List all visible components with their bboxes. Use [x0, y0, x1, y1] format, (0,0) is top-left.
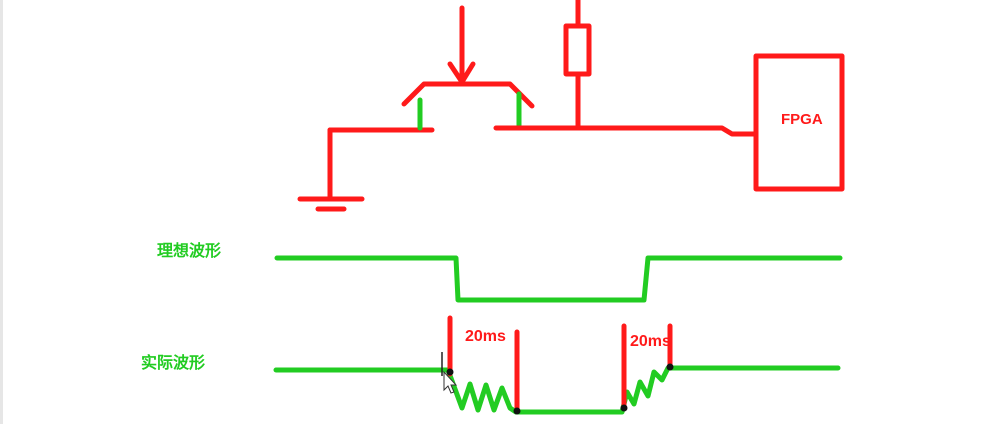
bounce-markers-falling: 20ms: [446, 315, 521, 415]
window-left-edge: [0, 0, 3, 424]
ideal-waveform: 理想波形: [157, 241, 843, 303]
press-arrow-icon: [447, 5, 476, 85]
signal-wire: [493, 125, 759, 137]
bounce-time-label-1: 20ms: [465, 328, 506, 345]
fpga-block: FPGA: [753, 53, 845, 192]
bounce-markers-rising: 20ms: [620, 323, 674, 412]
actual-waveform-label: 实际波形: [141, 353, 205, 372]
ideal-waveform-label: 理想波形: [157, 241, 221, 260]
actual-waveform: 实际波形 20ms 20ms: [141, 315, 841, 415]
ground-symbol: [297, 127, 365, 212]
bounce-time-label-2: 20ms: [630, 333, 671, 350]
push-button: [401, 81, 535, 131]
actual-waveform-trace: [273, 365, 841, 415]
pullup-resistor: [563, 0, 592, 131]
fpga-label: FPGA: [781, 111, 823, 128]
ideal-waveform-trace: [274, 255, 843, 303]
push-button-circuit: FPGA: [297, 0, 845, 212]
mouse-cursor-icon: [441, 352, 458, 394]
